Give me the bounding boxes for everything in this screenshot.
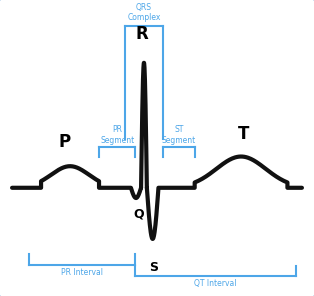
- Text: QRS
Complex: QRS Complex: [127, 3, 161, 22]
- Text: T: T: [238, 126, 250, 144]
- Text: PR
Segment: PR Segment: [100, 125, 134, 144]
- Text: R: R: [136, 25, 148, 43]
- Text: Q: Q: [134, 208, 144, 221]
- Text: QT Interval: QT Interval: [194, 279, 237, 288]
- Text: S: S: [149, 260, 158, 274]
- Text: ST
Segment: ST Segment: [162, 125, 196, 144]
- Text: P: P: [58, 133, 70, 151]
- Text: PR Interval: PR Interval: [61, 268, 103, 277]
